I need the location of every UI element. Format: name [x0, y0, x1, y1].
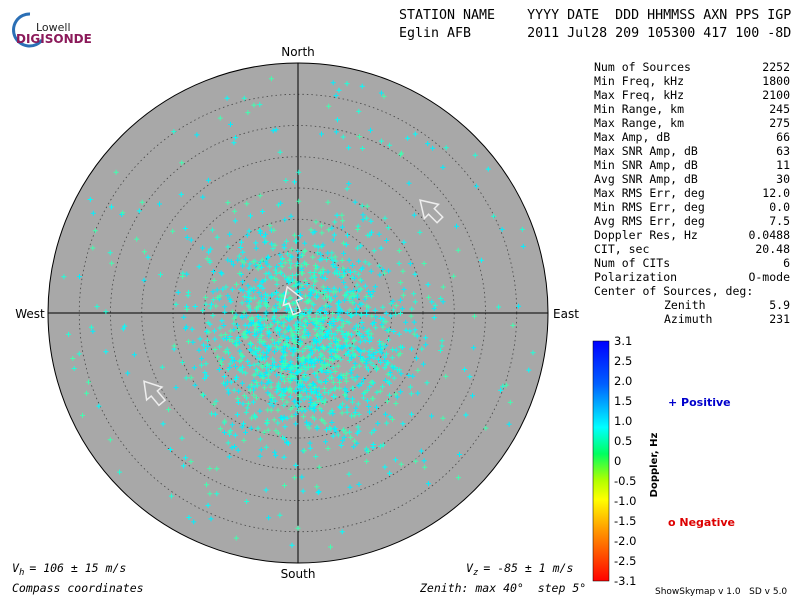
colorbar-label: 0: [614, 454, 621, 468]
value: = 106 ± 15 m/s: [29, 561, 126, 575]
logo-bottom: DIGISONDE: [16, 32, 92, 46]
stat-label: Azimuth: [664, 312, 712, 326]
colorbar-label: -3.1: [614, 574, 636, 588]
coordinates-note: Compass coordinates: [12, 581, 144, 595]
value: = -85 ± 1 m/s: [483, 561, 573, 575]
compass-label: East: [553, 307, 579, 321]
stat-value: 63: [776, 144, 790, 158]
stat-label: Min Freq, kHz: [594, 74, 684, 88]
stat-label: Min Range, km: [594, 102, 684, 116]
stat-value: 275: [769, 116, 790, 130]
vertical-velocity: Vz = -85 ± 1 m/s: [466, 561, 573, 578]
compass-label: West: [15, 307, 45, 321]
stat-label: Max Range, km: [594, 116, 684, 130]
colorbar-label: 1.0: [614, 414, 632, 428]
stat-label: Max Freq, kHz: [594, 88, 684, 102]
stat-value: 5.9: [769, 298, 790, 312]
colorbar-label: 1.5: [614, 394, 632, 408]
stat-label: Min SNR Amp, dB: [594, 158, 698, 172]
logo-swoosh: [12, 12, 44, 48]
stat-value: 12.0: [762, 186, 790, 200]
colorbar-label: 2.0: [614, 374, 632, 388]
compass-label: South: [281, 567, 316, 581]
colorbar-label: -2.0: [614, 534, 636, 548]
stat-label: Avg RMS Err, deg: [594, 214, 705, 228]
colorbar-label: -2.5: [614, 554, 636, 568]
stat-label: Zenith: [664, 298, 706, 312]
stat-label: Max RMS Err, deg: [594, 186, 705, 200]
colorbar-label: 0.5: [614, 434, 632, 448]
stat-value: 2252: [762, 60, 790, 74]
source-markers: [77, 80, 526, 525]
colorbar-label: 2.5: [614, 354, 632, 368]
stat-label: Min RMS Err, deg: [594, 200, 705, 214]
stat-label: Num of Sources: [594, 60, 691, 74]
logo-top: Lowell: [36, 21, 71, 34]
stat-value: 66: [776, 130, 790, 144]
legend-positive: + Positive: [668, 396, 731, 409]
stat-value: 1800: [762, 74, 790, 88]
logo: Lowell DIGISONDE: [12, 12, 92, 48]
colorbar-label: -1.5: [614, 514, 636, 528]
stat-value: 20.48: [755, 242, 790, 256]
stat-label: Doppler Res, Hz: [594, 228, 698, 242]
zenith-note: Zenith: max 40° step 5°: [419, 581, 586, 595]
stat-value: O-mode: [748, 270, 790, 284]
stat-value: 6: [783, 256, 790, 270]
stat-value: 30: [776, 172, 790, 186]
stat-value: 2100: [762, 88, 790, 102]
source-markers: [70, 76, 516, 550]
stat-label: CIT, sec: [594, 242, 649, 256]
colorbar-label: -0.5: [614, 474, 636, 488]
header-line: STATION NAME YYYY DATE DDD HHMMSS AXN PP…: [399, 8, 791, 23]
stat-label: Num of CITs: [594, 256, 670, 270]
subscript: z: [473, 568, 478, 578]
stat-label: Max SNR Amp, dB: [594, 144, 698, 158]
subscript: h: [19, 568, 24, 578]
stat-value: 7.5: [769, 214, 790, 228]
sky-plot: [47, 62, 549, 564]
symbol: V: [12, 561, 20, 575]
center-title: Center of Sources, deg:: [594, 284, 753, 298]
colorbar-title: Doppler, Hz: [649, 433, 660, 498]
stat-value: 0.0: [769, 200, 790, 214]
stat-value: 245: [769, 102, 790, 116]
compass-label: North: [281, 45, 315, 59]
stat-label: Polarization: [594, 270, 677, 284]
colorbar-label: -1.0: [614, 494, 636, 508]
colorbar-labels: 3.1 2.5 2.0 1.5 1.0 0.5 0 -0.5 -1.0 -1.5 -2.0 -2.5 -…: [614, 334, 636, 588]
header-line: Eglin AFB 2011 Jul28 209 105300 417 100 …: [399, 26, 791, 41]
velocity-arrow: [282, 285, 304, 316]
velocity-arrow: [419, 199, 444, 224]
stat-value: 11: [776, 158, 790, 172]
horizontal-velocity: Vh = 106 ± 15 m/s: [12, 561, 126, 578]
legend-negative: o Negative: [668, 516, 735, 529]
stat-label: Max Amp, dB: [594, 130, 670, 144]
colorbar-label: 3.1: [614, 334, 632, 348]
velocity-arrow: [143, 380, 167, 407]
stat-value: 231: [769, 312, 790, 326]
stat-value: 0.0488: [748, 228, 790, 242]
colorbar: [592, 340, 610, 582]
stat-label: Avg SNR Amp, dB: [594, 172, 698, 186]
stats-table: Num of Sources 2252 Min Freq, kHz 1800 Max F…: [594, 60, 790, 326]
symbol: V: [466, 561, 474, 575]
version: ShowSkymap v 1.0 SD v 5.0: [655, 587, 787, 597]
